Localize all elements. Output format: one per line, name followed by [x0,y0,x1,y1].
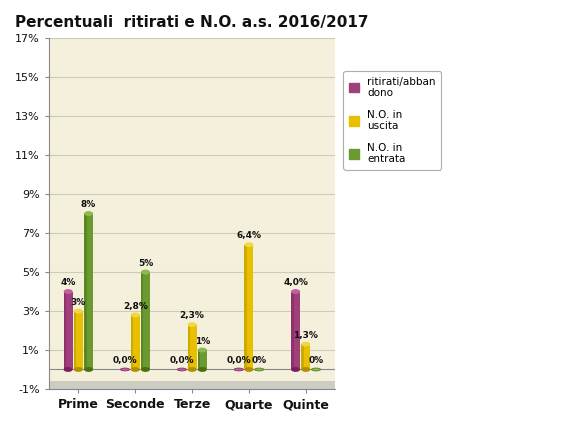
Ellipse shape [198,348,207,352]
Ellipse shape [131,367,140,372]
Bar [141,272,150,369]
Ellipse shape [245,242,254,247]
Bar [245,245,254,369]
Ellipse shape [301,342,310,347]
Ellipse shape [311,368,320,371]
Bar [131,315,140,369]
Bar [84,213,86,369]
Text: 3%: 3% [71,298,86,307]
Bar [49,381,336,389]
Legend: ritirati/abban
dono, N.O. in
uscita, N.O. in
entrata: ritirati/abban dono, N.O. in uscita, N.O… [344,72,441,170]
Ellipse shape [255,368,264,371]
Text: 0,0%: 0,0% [227,356,251,365]
Bar [74,311,76,369]
Text: 0%: 0% [308,356,324,365]
Bar [291,291,300,369]
Bar [198,350,207,369]
Ellipse shape [64,289,73,294]
Bar [188,325,197,369]
Ellipse shape [188,367,197,372]
Bar [64,291,73,369]
Bar [188,325,190,369]
Ellipse shape [120,368,129,371]
Text: 1%: 1% [195,337,210,346]
Ellipse shape [301,367,310,372]
Text: 6,4%: 6,4% [237,231,262,240]
Bar [84,213,93,369]
Bar [301,344,304,369]
Ellipse shape [84,367,93,372]
Text: 2,8%: 2,8% [123,302,147,311]
Ellipse shape [64,367,73,372]
Text: 4,0%: 4,0% [283,278,308,287]
Ellipse shape [74,308,83,314]
Text: 5%: 5% [138,259,153,268]
Bar [301,344,310,369]
Text: 1,3%: 1,3% [293,331,318,340]
Title: Percentuali  ritirati e N.O. a.s. 2016/2017: Percentuali ritirati e N.O. a.s. 2016/20… [15,15,369,30]
Ellipse shape [141,367,150,372]
Ellipse shape [131,312,140,317]
Bar [64,291,66,369]
Bar [245,245,247,369]
Text: 4%: 4% [60,278,76,287]
Text: 8%: 8% [81,200,96,209]
Bar [131,315,133,369]
Text: 0,0%: 0,0% [112,356,137,365]
Bar [141,272,144,369]
Text: 0%: 0% [251,356,267,365]
Bar [291,291,294,369]
Text: 0,0%: 0,0% [170,356,194,365]
Bar [74,311,83,369]
Ellipse shape [198,367,207,372]
Ellipse shape [291,289,300,294]
Ellipse shape [177,368,186,371]
Ellipse shape [291,367,300,372]
Ellipse shape [141,270,150,274]
Ellipse shape [84,211,93,216]
Bar [198,350,201,369]
Ellipse shape [74,367,83,372]
Ellipse shape [188,322,197,327]
Ellipse shape [245,367,254,372]
Ellipse shape [234,368,243,371]
Text: 2,3%: 2,3% [180,311,205,320]
